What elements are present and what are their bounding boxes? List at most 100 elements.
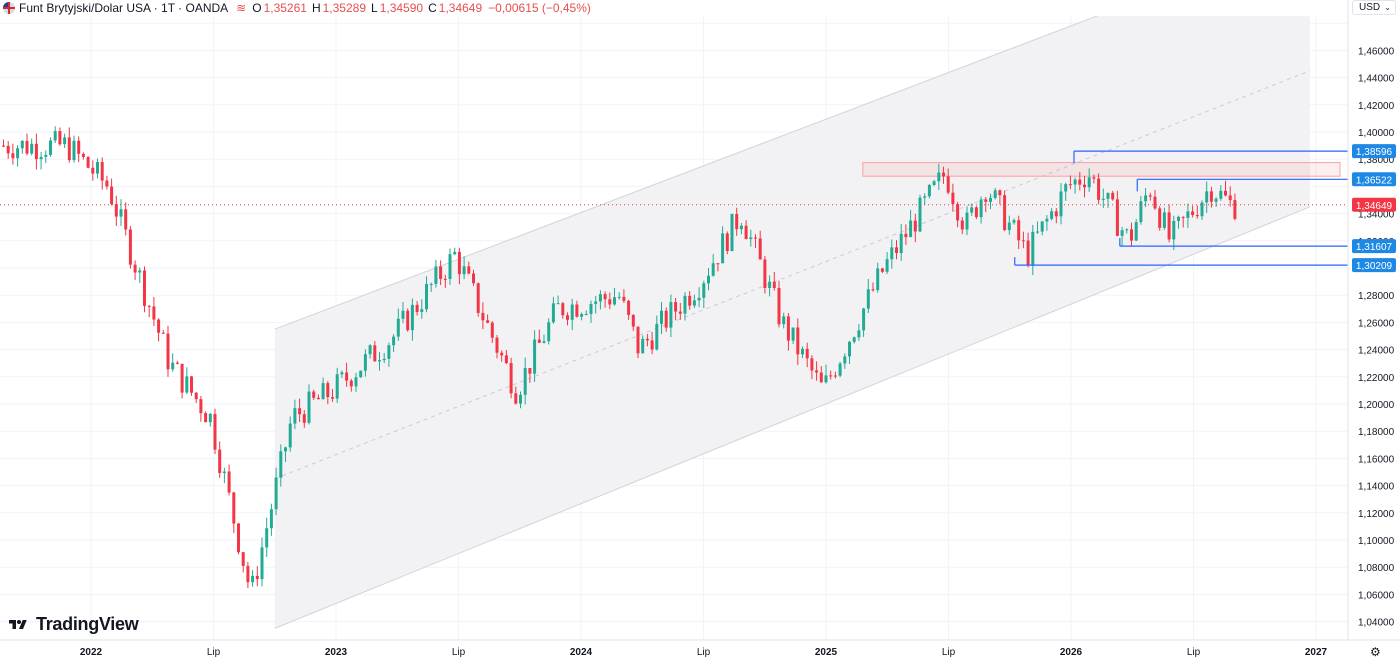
candle-body[interactable] [1111, 192, 1115, 200]
candle-body[interactable] [561, 303, 565, 316]
candle-body[interactable] [932, 181, 936, 185]
candle-body[interactable] [171, 362, 175, 370]
candle-body[interactable] [1130, 229, 1133, 241]
candle-body[interactable] [401, 310, 405, 319]
candle-body[interactable] [246, 565, 250, 583]
candle-body[interactable] [373, 345, 377, 362]
candle-body[interactable] [542, 341, 546, 343]
candle-body[interactable] [481, 312, 485, 321]
candle-body[interactable] [185, 376, 189, 393]
candle-body[interactable] [363, 354, 367, 371]
candle-body[interactable] [166, 333, 170, 370]
candle-body[interactable] [721, 233, 725, 264]
gear-icon[interactable]: ⚙ [1370, 645, 1381, 659]
candle-body[interactable] [960, 220, 964, 230]
candle-body[interactable] [1177, 216, 1180, 221]
candle-body[interactable] [1186, 211, 1190, 218]
candle-body[interactable] [824, 375, 828, 383]
tradingview-logo[interactable]: TradingView [6, 614, 139, 635]
candle-body[interactable] [880, 268, 884, 272]
candle-body[interactable] [716, 263, 720, 265]
candle-body[interactable] [457, 251, 461, 275]
candle-body[interactable] [476, 283, 480, 313]
candle-body[interactable] [368, 345, 372, 355]
candle-body[interactable] [598, 294, 602, 302]
candle-body[interactable] [782, 316, 786, 325]
candle-body[interactable] [147, 305, 151, 307]
candle-body[interactable] [298, 408, 302, 415]
candle-body[interactable] [763, 259, 767, 288]
candle-body[interactable] [815, 370, 819, 373]
candle-body[interactable] [979, 199, 983, 218]
candle-body[interactable] [871, 289, 875, 291]
candle-body[interactable] [749, 237, 753, 240]
candle-body[interactable] [810, 358, 814, 371]
candle-body[interactable] [509, 363, 513, 394]
candle-body[interactable] [1012, 220, 1016, 223]
candle-body[interactable] [49, 140, 52, 155]
candle-body[interactable] [989, 197, 992, 202]
candle-body[interactable] [396, 318, 400, 337]
candle-body[interactable] [222, 471, 226, 474]
candle-body[interactable] [608, 299, 612, 305]
candle-body[interactable] [279, 451, 283, 478]
candle-body[interactable] [866, 289, 870, 309]
candle-body[interactable] [796, 327, 800, 355]
candle-body[interactable] [688, 295, 692, 306]
candle-body[interactable] [439, 266, 443, 279]
candle-body[interactable] [260, 547, 264, 580]
candle-body[interactable] [923, 196, 927, 198]
currency-selector[interactable]: USD ⌄ [1352, 0, 1396, 15]
candle-body[interactable] [1064, 184, 1068, 192]
candle-body[interactable] [965, 212, 969, 230]
candle-body[interactable] [895, 247, 898, 253]
candle-body[interactable] [495, 337, 499, 353]
candle-body[interactable] [1017, 220, 1021, 241]
candle-body[interactable] [91, 167, 95, 174]
candle-body[interactable] [1181, 216, 1185, 218]
candle-body[interactable] [448, 254, 452, 279]
candle-body[interactable] [890, 247, 894, 260]
candle-body[interactable] [1153, 196, 1157, 209]
candle-body[interactable] [1036, 231, 1039, 233]
candle-body[interactable] [833, 375, 837, 377]
candle-body[interactable] [664, 310, 668, 328]
candle-body[interactable] [504, 355, 508, 364]
candle-body[interactable] [669, 302, 673, 328]
candle-body[interactable] [857, 330, 861, 338]
candle-body[interactable] [754, 237, 757, 239]
candle-body[interactable] [1172, 220, 1176, 240]
candle-body[interactable] [617, 296, 621, 298]
candle-body[interactable] [970, 207, 974, 213]
wave-icon[interactable]: ≋ [236, 1, 247, 15]
candle-body[interactable] [1083, 184, 1086, 188]
channel-mid-line[interactable] [274, 70, 1311, 480]
candle-body[interactable] [913, 220, 917, 232]
candle-body[interactable] [956, 204, 960, 221]
candle-body[interactable] [67, 137, 71, 161]
candle-body[interactable] [194, 392, 198, 400]
candle-body[interactable] [199, 399, 203, 414]
candle-body[interactable] [16, 148, 20, 159]
candle-body[interactable] [349, 380, 353, 387]
candle-body[interactable] [1195, 215, 1199, 217]
candle-body[interactable] [1026, 240, 1030, 265]
candle-body[interactable] [354, 377, 358, 387]
candle-body[interactable] [942, 172, 945, 177]
candle-body[interactable] [1209, 191, 1213, 202]
candle-body[interactable] [650, 340, 654, 350]
candle-body[interactable] [30, 143, 34, 154]
candle-body[interactable] [735, 213, 739, 230]
candle-body[interactable] [114, 204, 118, 217]
candle-body[interactable] [218, 449, 222, 474]
candle-body[interactable] [1134, 222, 1138, 241]
candle-body[interactable] [927, 184, 931, 197]
candle-body[interactable] [772, 281, 776, 288]
candle-body[interactable] [528, 368, 532, 374]
candle-body[interactable] [1120, 230, 1124, 236]
candle-body[interactable] [274, 477, 278, 510]
candle-body[interactable] [631, 314, 635, 327]
candle-body[interactable] [852, 337, 856, 342]
candle-body[interactable] [1045, 218, 1049, 222]
